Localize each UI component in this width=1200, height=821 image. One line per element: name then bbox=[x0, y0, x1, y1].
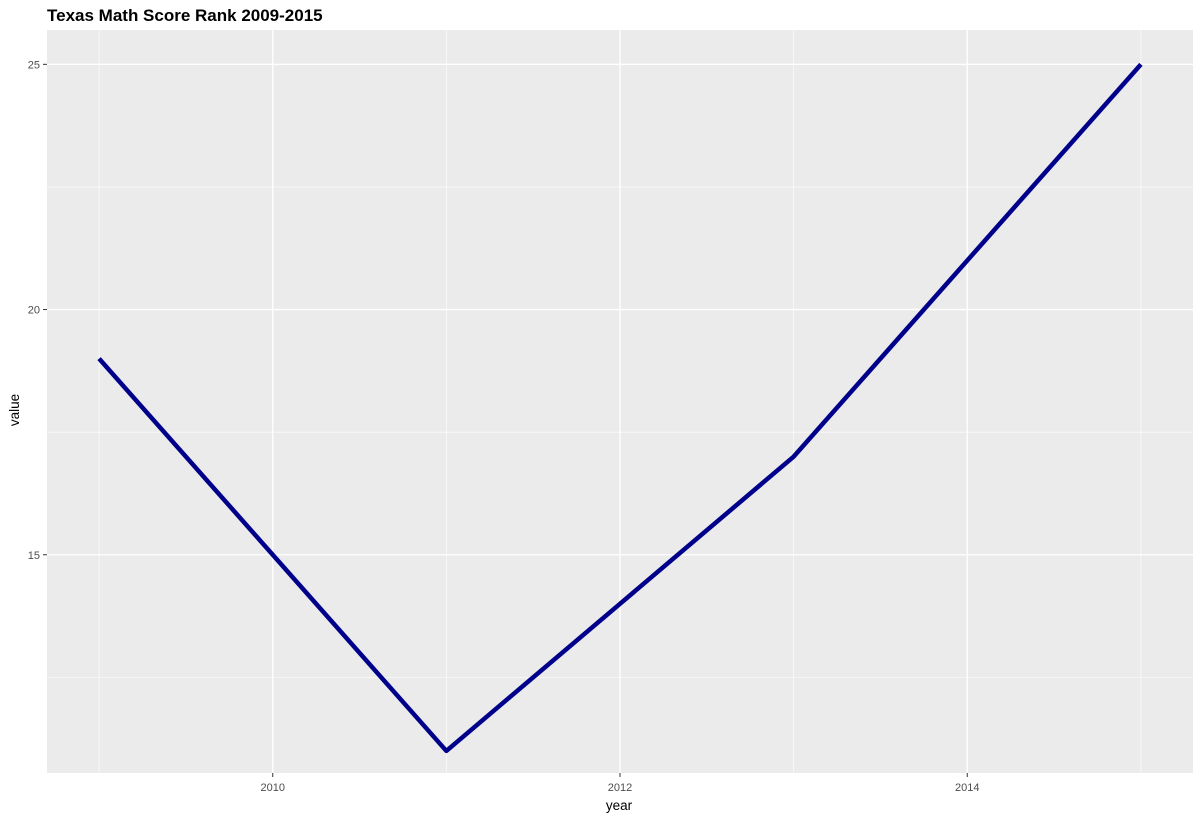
y-tick-label: 20 bbox=[28, 305, 40, 317]
x-tick-label: 2012 bbox=[608, 782, 632, 794]
x-tick-labels: 2010 2012 2014 bbox=[260, 782, 979, 794]
y-tick-labels: 15 20 25 bbox=[28, 59, 40, 561]
series-line bbox=[97, 62, 1143, 754]
series-layer bbox=[97, 62, 1143, 754]
y-tick-label: 25 bbox=[28, 59, 40, 71]
major-gridlines bbox=[47, 30, 1193, 773]
chart-title: Texas Math Score Rank 2009-2015 bbox=[47, 6, 323, 25]
x-tick-label: 2010 bbox=[260, 782, 284, 794]
y-axis-title: value bbox=[7, 394, 22, 426]
x-axis-title: year bbox=[606, 798, 633, 813]
axis-ticks bbox=[43, 63, 968, 777]
y-tick-label: 15 bbox=[28, 550, 40, 562]
x-tick-label: 2014 bbox=[955, 782, 979, 794]
